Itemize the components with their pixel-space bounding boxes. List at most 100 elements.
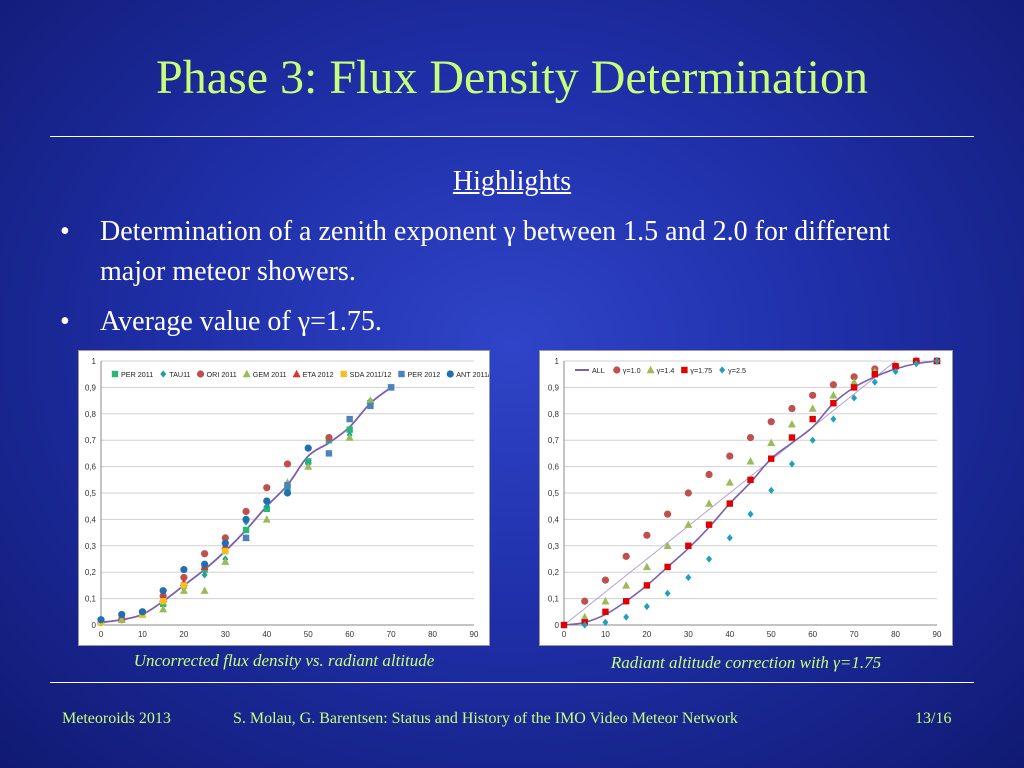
- data-point: [602, 608, 609, 615]
- bullet-text: Determination of a zenith exponent γ bet…: [100, 216, 891, 287]
- y-tick-label: 0,9: [548, 383, 560, 392]
- x-tick-label: 70: [850, 630, 859, 639]
- legend-label: γ=1.0: [623, 366, 641, 375]
- data-point: [747, 510, 754, 518]
- data-point: [768, 486, 775, 494]
- y-tick-label: 0,5: [548, 489, 560, 498]
- data-point: [97, 616, 105, 624]
- data-point: [601, 597, 610, 605]
- x-tick-label: 10: [138, 630, 147, 639]
- data-point: [871, 371, 879, 378]
- legend-label: TAU11: [169, 370, 190, 379]
- y-tick-label: 1: [92, 357, 97, 366]
- data-point: [201, 560, 209, 568]
- x-tick-label: 80: [891, 630, 900, 639]
- data-point: [622, 598, 630, 605]
- data-point: [809, 415, 816, 423]
- bullet-icon: •: [60, 306, 70, 337]
- slide-title: Phase 3: Flux Density Determination: [156, 51, 868, 104]
- data-point: [262, 515, 271, 523]
- data-point: [304, 444, 312, 452]
- data-point: [325, 433, 333, 442]
- data-point: [746, 457, 755, 465]
- data-point: [726, 452, 734, 460]
- data-point: [768, 455, 775, 462]
- data-point: [560, 621, 568, 629]
- y-tick-label: 0,4: [85, 515, 97, 524]
- data-point: [118, 610, 126, 619]
- data-point: [664, 510, 672, 518]
- data-point: [787, 420, 796, 428]
- y-tick-label: 0,3: [85, 542, 97, 551]
- data-point: [809, 391, 817, 399]
- y-tick-label: 0,8: [548, 410, 560, 419]
- data-point: [345, 433, 354, 441]
- data-point: [581, 597, 589, 605]
- x-tick-label: 20: [642, 630, 651, 639]
- legend-label: PER 2011: [121, 370, 153, 379]
- data-point: [221, 534, 229, 542]
- data-point: [221, 557, 230, 565]
- legend-marker: [398, 370, 405, 378]
- data-point: [725, 478, 734, 486]
- data-point: [325, 450, 333, 457]
- left-chart: 0 0,1 0,2 0,3 0,4 0,5 0,6 0,7 0,8 0,9 1 0 10 20 30 40 50…: [78, 350, 490, 646]
- x-tick-label: 60: [345, 630, 354, 639]
- x-tick-label: 0: [99, 630, 104, 639]
- x-tick-label: 80: [428, 630, 437, 639]
- data-point: [179, 586, 188, 594]
- data-point: [601, 576, 610, 584]
- y-tick-label: 0,2: [85, 568, 97, 577]
- right-chart: 0 0,1 0,2 0,3 0,4 0,5 0,6 0,7 0,8 0,9 1 0 10 20 30 40 50…: [539, 350, 953, 646]
- left-chart-svg: 00,10,20,30,40,50,60,70,80,910 10 20 30 40 50…: [85, 357, 489, 639]
- data-point: [242, 515, 250, 523]
- data-point: [747, 476, 754, 483]
- data-point: [705, 470, 713, 479]
- data-point: [242, 507, 250, 516]
- data-point: [726, 500, 733, 507]
- data-point: [201, 550, 209, 558]
- data-point: [602, 618, 609, 626]
- x-tick-label: 40: [262, 630, 271, 639]
- legend-marker: [196, 370, 205, 378]
- data-point: [830, 415, 837, 423]
- legend-label: SDA 2011/12: [350, 370, 392, 379]
- y-tick-label: 0,1: [548, 595, 560, 604]
- data-point: [809, 436, 816, 444]
- title-divider: [50, 136, 974, 137]
- data-point: [829, 391, 838, 399]
- data-point: [850, 384, 858, 391]
- footer-divider: [50, 682, 974, 683]
- legend-marker: [646, 365, 655, 374]
- y-tick-label: 0,6: [548, 463, 560, 472]
- footer-authors: S. Molau, G. Barentsen: Status and Histo…: [233, 710, 738, 727]
- bullet-item: • Determination of a zenith exponent γ b…: [60, 212, 960, 292]
- data-point: [871, 378, 878, 386]
- data-point: [346, 415, 353, 423]
- data-point: [622, 552, 630, 560]
- data-point: [387, 384, 395, 391]
- data-point: [263, 502, 270, 510]
- legend-label: ORI 2011: [207, 370, 237, 379]
- x-tick-label: 30: [221, 630, 230, 639]
- data-point: [850, 373, 858, 381]
- legend-label: γ=1.75: [690, 366, 712, 375]
- legend-label: ANT 2011/12: [456, 370, 489, 379]
- x-tick-label: 60: [808, 630, 817, 639]
- left-chart-caption: Uncorrected flux density vs. radiant alt…: [133, 651, 435, 670]
- data-point: [242, 534, 250, 542]
- bullet-list: • Determination of a zenith exponent γ b…: [60, 212, 960, 352]
- y-tick-label: 0,7: [548, 436, 560, 445]
- data-point: [180, 573, 188, 582]
- data-point: [346, 426, 353, 433]
- data-point: [934, 357, 940, 365]
- data-point: [726, 534, 733, 542]
- data-point: [623, 613, 630, 621]
- data-point: [283, 460, 292, 468]
- fit-line: [563, 360, 896, 626]
- footer-conference: Meteoroids 2013: [62, 710, 171, 727]
- data-point: [159, 604, 168, 613]
- data-point: [263, 497, 271, 505]
- data-point: [664, 563, 671, 571]
- data-point: [180, 565, 188, 574]
